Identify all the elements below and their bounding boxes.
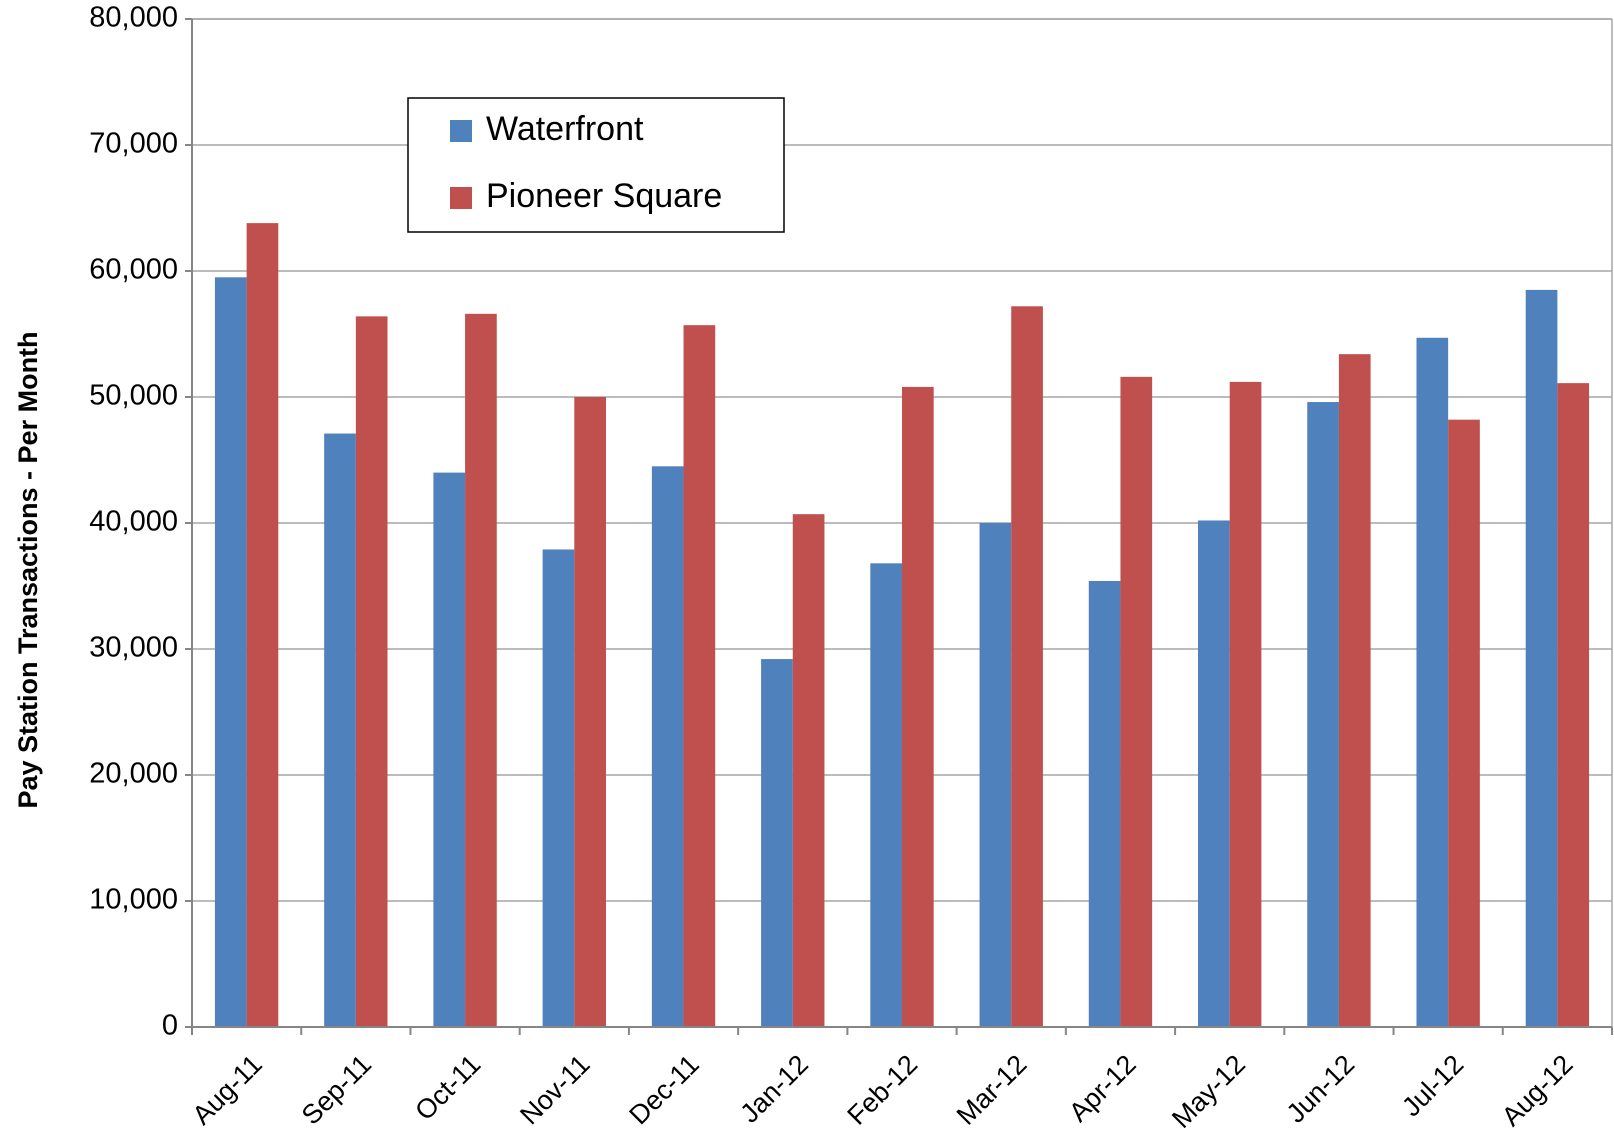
bar (1307, 402, 1339, 1027)
bar (683, 325, 716, 1027)
bar (761, 659, 793, 1027)
x-tick-label: Sep-11 (296, 1049, 377, 1130)
legend-box (407, 97, 785, 233)
bar (1448, 419, 1480, 1027)
bar (1088, 580, 1121, 1027)
bar (433, 472, 466, 1028)
x-tick-label: Aug-11 (187, 1049, 268, 1130)
x-tick-label: Feb-12 (842, 1049, 924, 1131)
legend-label: Pioneer Square (486, 177, 722, 215)
y-tick-label: 30,000 (89, 632, 178, 664)
legend-label: Waterfront (486, 110, 644, 148)
legend-swatch (450, 187, 472, 209)
legend-swatch (450, 120, 472, 142)
y-tick-label: 70,000 (89, 128, 178, 160)
x-tick-label: Jan-12 (734, 1049, 814, 1129)
x-tick-label: Nov-11 (514, 1049, 595, 1130)
x-tick-label: Jun-12 (1281, 1049, 1361, 1129)
x-tick-label: May-12 (1166, 1049, 1251, 1134)
bar (979, 523, 1012, 1027)
bar (355, 316, 388, 1027)
x-tick-label: Dec-11 (623, 1049, 704, 1130)
bar (1120, 376, 1153, 1028)
bar (1229, 381, 1262, 1027)
bar (1557, 383, 1590, 1027)
y-tick-label: 0 (162, 1010, 178, 1042)
bar (1011, 306, 1043, 1027)
bar (574, 397, 606, 1027)
bar (792, 514, 825, 1027)
bar (465, 313, 497, 1028)
bar (1338, 354, 1371, 1027)
y-tick-label: 50,000 (89, 380, 178, 412)
bar (870, 563, 902, 1027)
y-axis-label: Pay Station Transactions - Per Month (13, 331, 43, 808)
x-tick-label: Apr-12 (1063, 1049, 1142, 1128)
bar (902, 386, 934, 1027)
y-tick-label: 20,000 (89, 758, 178, 790)
bar (1525, 289, 1558, 1027)
x-tick-label: Mar-12 (951, 1049, 1033, 1131)
bar (324, 433, 356, 1027)
y-tick-label: 40,000 (89, 506, 178, 538)
bar (1198, 520, 1230, 1027)
x-tick-label: Oct-11 (409, 1049, 486, 1126)
bar (214, 277, 247, 1027)
y-tick-label: 10,000 (89, 884, 178, 916)
y-tick-label: 60,000 (89, 254, 178, 286)
bar (246, 223, 279, 1027)
x-tick-label: Jul-12 (1396, 1049, 1469, 1122)
bar (651, 466, 684, 1027)
y-tick-label: 80,000 (89, 2, 178, 34)
legend: Waterfront Pioneer Square (407, 97, 785, 233)
bar (542, 549, 575, 1027)
bar (1416, 337, 1449, 1027)
x-tick-label: Aug-12 (1496, 1049, 1579, 1132)
